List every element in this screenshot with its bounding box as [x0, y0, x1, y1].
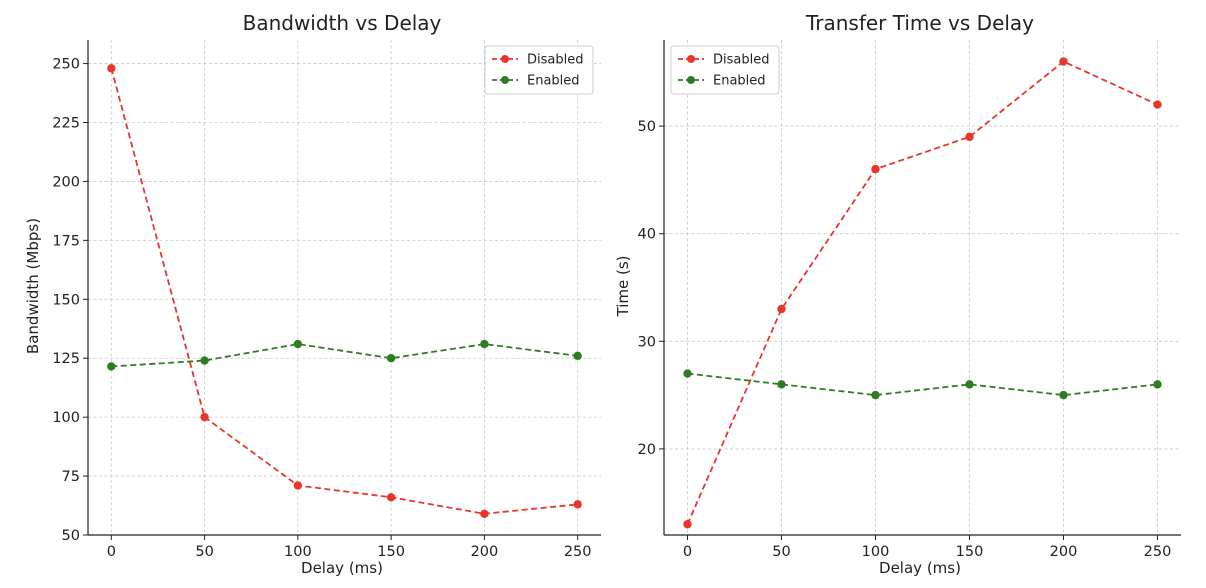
chart-title: Transfer Time vs Delay [805, 11, 1034, 35]
data-point [293, 481, 303, 490]
y-tick-label: 30 [638, 334, 656, 350]
y-tick-label: 50 [62, 528, 80, 544]
data-point [107, 362, 116, 371]
y-axis-label: Bandwidth (Mbps) [24, 218, 42, 354]
y-axis-label: Time (s) [614, 256, 632, 318]
legend-swatch-marker [501, 76, 509, 84]
y-tick-label: 50 [638, 119, 656, 135]
x-tick-label: 200 [471, 544, 499, 560]
legend-label: Disabled [713, 53, 769, 68]
series-line [110, 68, 578, 515]
legend-box [484, 45, 594, 95]
y-tick-label: 40 [638, 227, 656, 243]
x-tick-label: 100 [284, 544, 312, 560]
data-point [573, 351, 582, 361]
data-point [293, 339, 303, 349]
y-tick-label: 200 [52, 174, 80, 190]
series-disabled [107, 64, 582, 518]
legend-swatch-marker [501, 55, 509, 63]
y-tick-label: 100 [52, 410, 80, 426]
grid [664, 40, 1181, 535]
x-tick-label: 250 [1144, 544, 1172, 560]
x-tick-label: 50 [772, 544, 790, 560]
x-axis-label: Delay (ms) [301, 559, 383, 577]
y-tick-label: 250 [52, 57, 80, 73]
x-tick-label: 250 [564, 544, 592, 560]
data-point [1153, 100, 1162, 109]
data-point [107, 64, 116, 73]
bandwidth-chart: Bandwidth vs Delay Delay (ms) Bandwidth … [24, 11, 601, 577]
y-tick-label: 175 [52, 233, 80, 249]
legend-swatch-marker [687, 55, 695, 63]
data-point [965, 132, 974, 142]
legend-box [670, 45, 780, 95]
y-tick-label: 225 [52, 116, 80, 132]
series-line [687, 372, 1158, 397]
x-tick-label: 100 [862, 544, 890, 560]
ticks: 0 50 100 150 200 250 50 75 100 125 150 175 200 225 250 [52, 57, 591, 560]
x-axis-label: Delay (ms) [879, 559, 961, 577]
data-point [573, 500, 582, 509]
legend-label: Disabled [527, 53, 583, 68]
x-tick-label: 50 [195, 544, 213, 560]
legend-entry: Enabled [678, 74, 766, 89]
x-tick-label: 0 [683, 544, 692, 560]
data-point [1059, 57, 1068, 66]
legend-entry: Enabled [492, 74, 580, 89]
data-point [480, 339, 489, 349]
y-tick-label: 75 [62, 469, 80, 485]
data-point [1153, 380, 1162, 389]
data-point [871, 164, 880, 174]
x-tick-label: 0 [107, 544, 116, 560]
data-point [683, 520, 692, 529]
data-point [777, 380, 786, 389]
y-tick-label: 125 [52, 351, 80, 367]
axes [663, 40, 1181, 536]
data-point [871, 390, 880, 400]
data-point [777, 304, 786, 314]
data-point [386, 493, 396, 502]
chart-title: Bandwidth vs Delay [243, 11, 442, 35]
legend-swatch-marker [687, 76, 695, 84]
legend: Disabled Enabled [484, 45, 594, 95]
data-point [386, 354, 396, 363]
series-line [686, 60, 1158, 525]
axes [87, 40, 601, 536]
legend-entry: Disabled [492, 53, 583, 68]
data-point [200, 412, 209, 422]
grid [88, 40, 601, 536]
ticks: 0 50 100 150 200 250 20 30 40 50 [638, 119, 1172, 560]
y-tick-label: 20 [638, 442, 656, 458]
legend-entry: Disabled [678, 53, 769, 68]
series-line [111, 343, 578, 368]
legend-label: Enabled [527, 74, 580, 89]
x-tick-label: 150 [956, 544, 984, 560]
legend: Disabled Enabled [670, 45, 780, 95]
series-enabled [107, 339, 582, 371]
data-point [965, 380, 974, 389]
legend-label: Enabled [713, 74, 766, 89]
data-point [480, 509, 489, 518]
x-tick-label: 150 [377, 544, 405, 560]
y-tick-label: 150 [52, 292, 80, 308]
x-tick-label: 200 [1050, 544, 1078, 560]
series-enabled [683, 369, 1162, 400]
data-point [1059, 390, 1068, 400]
series-disabled [683, 57, 1162, 529]
transfer-time-chart: Transfer Time vs Delay Delay (ms) Time (… [614, 11, 1181, 577]
data-point [683, 369, 692, 378]
data-point [200, 356, 209, 365]
